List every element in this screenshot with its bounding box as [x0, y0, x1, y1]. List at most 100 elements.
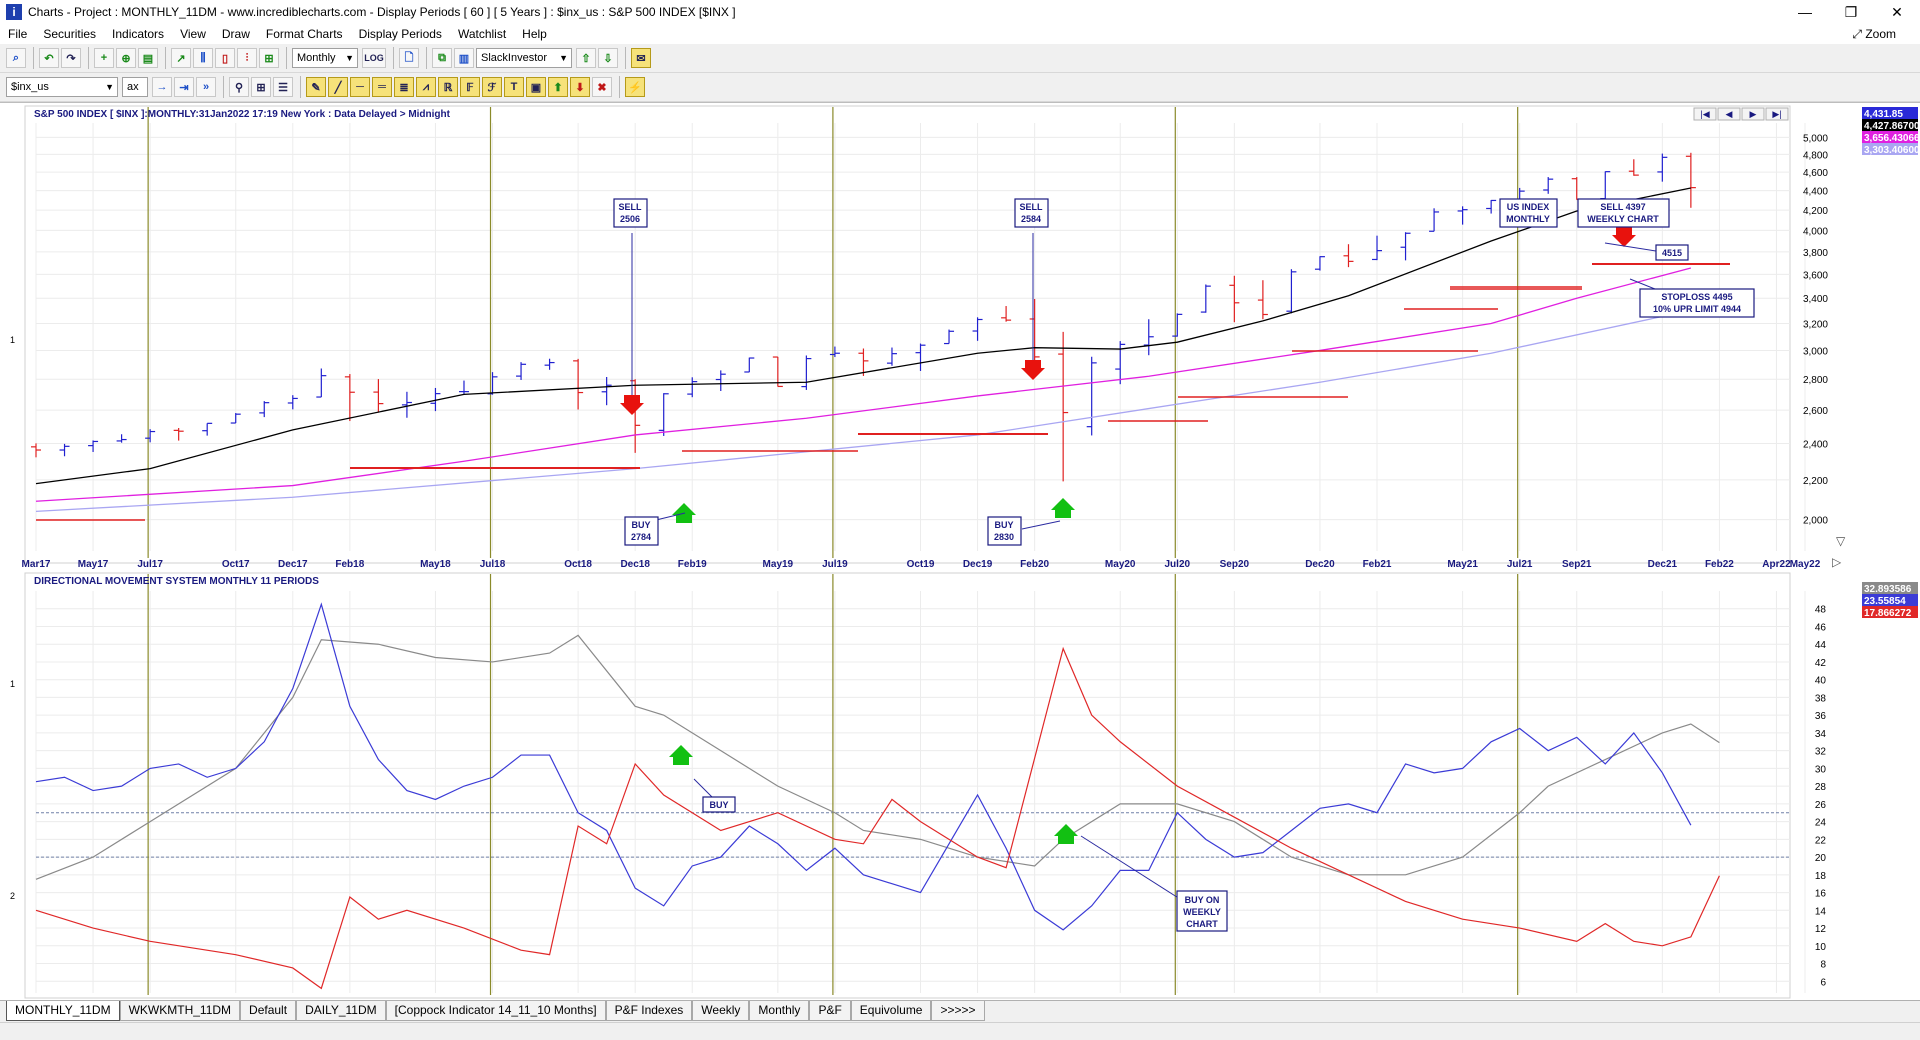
price-y-tick: 4,000	[1803, 226, 1828, 237]
menu-file[interactable]: File	[8, 27, 28, 41]
tab-wkwkmth-11dm[interactable]: WKWKMTH_11DM	[119, 1001, 241, 1021]
delete-icon[interactable]: ✖	[592, 77, 612, 97]
parallel-lines-icon[interactable]: ═	[372, 77, 392, 97]
tab-p-f-indexes[interactable]: P&F Indexes	[605, 1001, 693, 1021]
tab-monthly-11dm[interactable]: MONTHLY_11DM	[6, 1001, 120, 1021]
prev-icon[interactable]	[1717, 107, 1741, 121]
period-dividers	[147, 107, 1519, 995]
ohlc-bar	[1229, 275, 1240, 323]
crosshair-icon[interactable]: ⊕	[116, 48, 136, 68]
price-y-axis: 5,000 4,800 4,600 4,400 4,200 4,000 3,800 3,600…	[1803, 133, 1828, 526]
bar-chart-icon[interactable]: ⫼	[193, 48, 213, 68]
fast-forward-icon[interactable]: »	[196, 77, 216, 97]
tab-monthly[interactable]: Monthly	[749, 1001, 810, 1021]
magnifier-icon[interactable]: ⌕	[6, 48, 26, 68]
dms-y-tick: 42	[1815, 658, 1827, 669]
copy-icon[interactable]: ⧉	[432, 48, 452, 68]
tab-p-f[interactable]: P&F	[809, 1001, 851, 1021]
next-icon[interactable]: →	[152, 77, 172, 97]
value-badge-text: 3,656.430668	[1864, 133, 1920, 144]
price-x-label: May20	[1105, 559, 1136, 570]
monthly-label: MONTHLY	[1506, 214, 1550, 224]
menu-draw[interactable]: Draw	[221, 27, 250, 41]
scale-down-icon[interactable]: ▽	[1836, 534, 1846, 548]
ohlc-bar	[1115, 341, 1126, 385]
layout-icon[interactable]: ▤	[138, 48, 158, 68]
undo-icon[interactable]: ↶	[39, 48, 59, 68]
chart-icon[interactable]: ▥	[454, 48, 474, 68]
ax-combo[interactable]: ax	[122, 77, 148, 97]
tab-equivolume[interactable]: Equivolume	[850, 1001, 932, 1021]
ohlc-bar	[630, 379, 641, 453]
ohlc-bar	[430, 387, 441, 412]
pencil-icon[interactable]: ✎	[306, 77, 326, 97]
label-icon[interactable]: ▣	[526, 77, 546, 97]
up-icon[interactable]: ⇧	[576, 48, 596, 68]
sell-2584-label: SELL	[1019, 202, 1043, 212]
tab-daily-11dm[interactable]: DAILY_11DM	[296, 1001, 386, 1021]
binoculars-icon[interactable]: ⚲	[229, 77, 249, 97]
dms-y-tick: 22	[1815, 835, 1827, 846]
down-arrow-icon[interactable]: ⬇	[570, 77, 590, 97]
candle-chart-icon[interactable]: ▯	[215, 48, 235, 68]
fan-icon[interactable]: 𝔽	[460, 77, 480, 97]
retrace-icon[interactable]: ℝ	[438, 77, 458, 97]
redo-icon[interactable]: ↷	[61, 48, 81, 68]
fibonacci-icon[interactable]: ℱ	[482, 77, 502, 97]
up-arrow-icon[interactable]: ⬆	[548, 77, 568, 97]
down-icon[interactable]: ⇩	[598, 48, 618, 68]
dms-lines	[35, 602, 1720, 990]
price-x-label: Jul17	[137, 559, 163, 570]
security-combo[interactable]: $inx_us ▼	[6, 77, 118, 97]
price-y-tick: 3,400	[1803, 294, 1828, 305]
minimize-icon[interactable]: —	[1798, 4, 1812, 20]
price-panel-header: S&P 500 INDEX [ $INX ]:MONTHLY:31Jan2022…	[34, 109, 451, 120]
log-button[interactable]: LOG	[362, 48, 386, 68]
forward-icon[interactable]: ⇥	[174, 77, 194, 97]
trendline-icon[interactable]: ╱	[328, 77, 348, 97]
list-icon[interactable]: ☰	[273, 77, 293, 97]
menu-format-charts[interactable]: Format Charts	[265, 27, 343, 41]
menu-securities[interactable]: Securities	[43, 27, 97, 41]
chart-nav-buttons[interactable]: |◀ ◀ ▶ ▶|	[1693, 107, 1789, 121]
close-icon[interactable]: ✕	[1891, 4, 1903, 20]
fib-icon[interactable]: ≣	[394, 77, 414, 97]
text-icon[interactable]: T	[504, 77, 524, 97]
line-chart-icon[interactable]: ↗	[171, 48, 191, 68]
speed-lines-icon[interactable]: ⩘	[416, 77, 436, 97]
maximize-icon[interactable]: ❐	[1844, 4, 1858, 20]
magic-wand-icon[interactable]: ⚡	[625, 77, 645, 97]
price-y-tick: 2,000	[1803, 516, 1828, 527]
dms-y-tick: 14	[1815, 906, 1827, 917]
page-icon[interactable]: 🗋	[399, 48, 419, 68]
dms-y-tick: 12	[1815, 924, 1827, 935]
prev-icon-glyph: ◀	[1726, 109, 1733, 119]
horizontal-line-icon[interactable]: ─	[350, 77, 370, 97]
chart-type-icon[interactable]: ⊞	[259, 48, 279, 68]
template-combo[interactable]: SlackInvestor ▼	[476, 48, 572, 68]
grid-icon[interactable]: ⊞	[251, 77, 271, 97]
ohlc-chart-icon[interactable]: ⫶	[237, 48, 257, 68]
menu-help[interactable]: Help	[522, 27, 547, 41]
add-chart-icon[interactable]: +	[94, 48, 114, 68]
ohlc-bar	[1429, 208, 1440, 232]
scroll-right-icon[interactable]: ▷	[1832, 555, 1842, 569]
tab-default[interactable]: Default	[240, 1001, 297, 1021]
chart-canvas[interactable]: SELL 2506 SELL 2584 BUY 2784 BUY 2830 US…	[0, 103, 1920, 1001]
mail-icon[interactable]: ✉	[631, 48, 651, 68]
tab-[interactable]: >>>>>	[931, 1001, 985, 1021]
first-icon[interactable]	[1693, 107, 1717, 121]
menu-display-periods[interactable]: Display Periods	[358, 27, 442, 41]
next-icon[interactable]	[1741, 107, 1765, 121]
menu-watchlist[interactable]: Watchlist	[457, 27, 507, 41]
tab-coppock-indicator-14-11-10-months[interactable]: [Coppock Indicator 14_11_10 Months]	[385, 1001, 606, 1021]
menu-view[interactable]: View	[180, 27, 206, 41]
dms-y-tick: 24	[1815, 818, 1827, 829]
chart-area[interactable]: SELL 2506 SELL 2584 BUY 2784 BUY 2830 US…	[0, 102, 1920, 1000]
period-combo[interactable]: Monthly ▼	[292, 48, 358, 68]
chevron-down-icon: ▼	[105, 82, 114, 92]
last-icon[interactable]	[1765, 107, 1789, 121]
zoom-button[interactable]: ⤢ Zoom	[1852, 26, 1896, 41]
menu-indicators[interactable]: Indicators	[112, 27, 165, 41]
tab-weekly[interactable]: Weekly	[692, 1001, 750, 1021]
